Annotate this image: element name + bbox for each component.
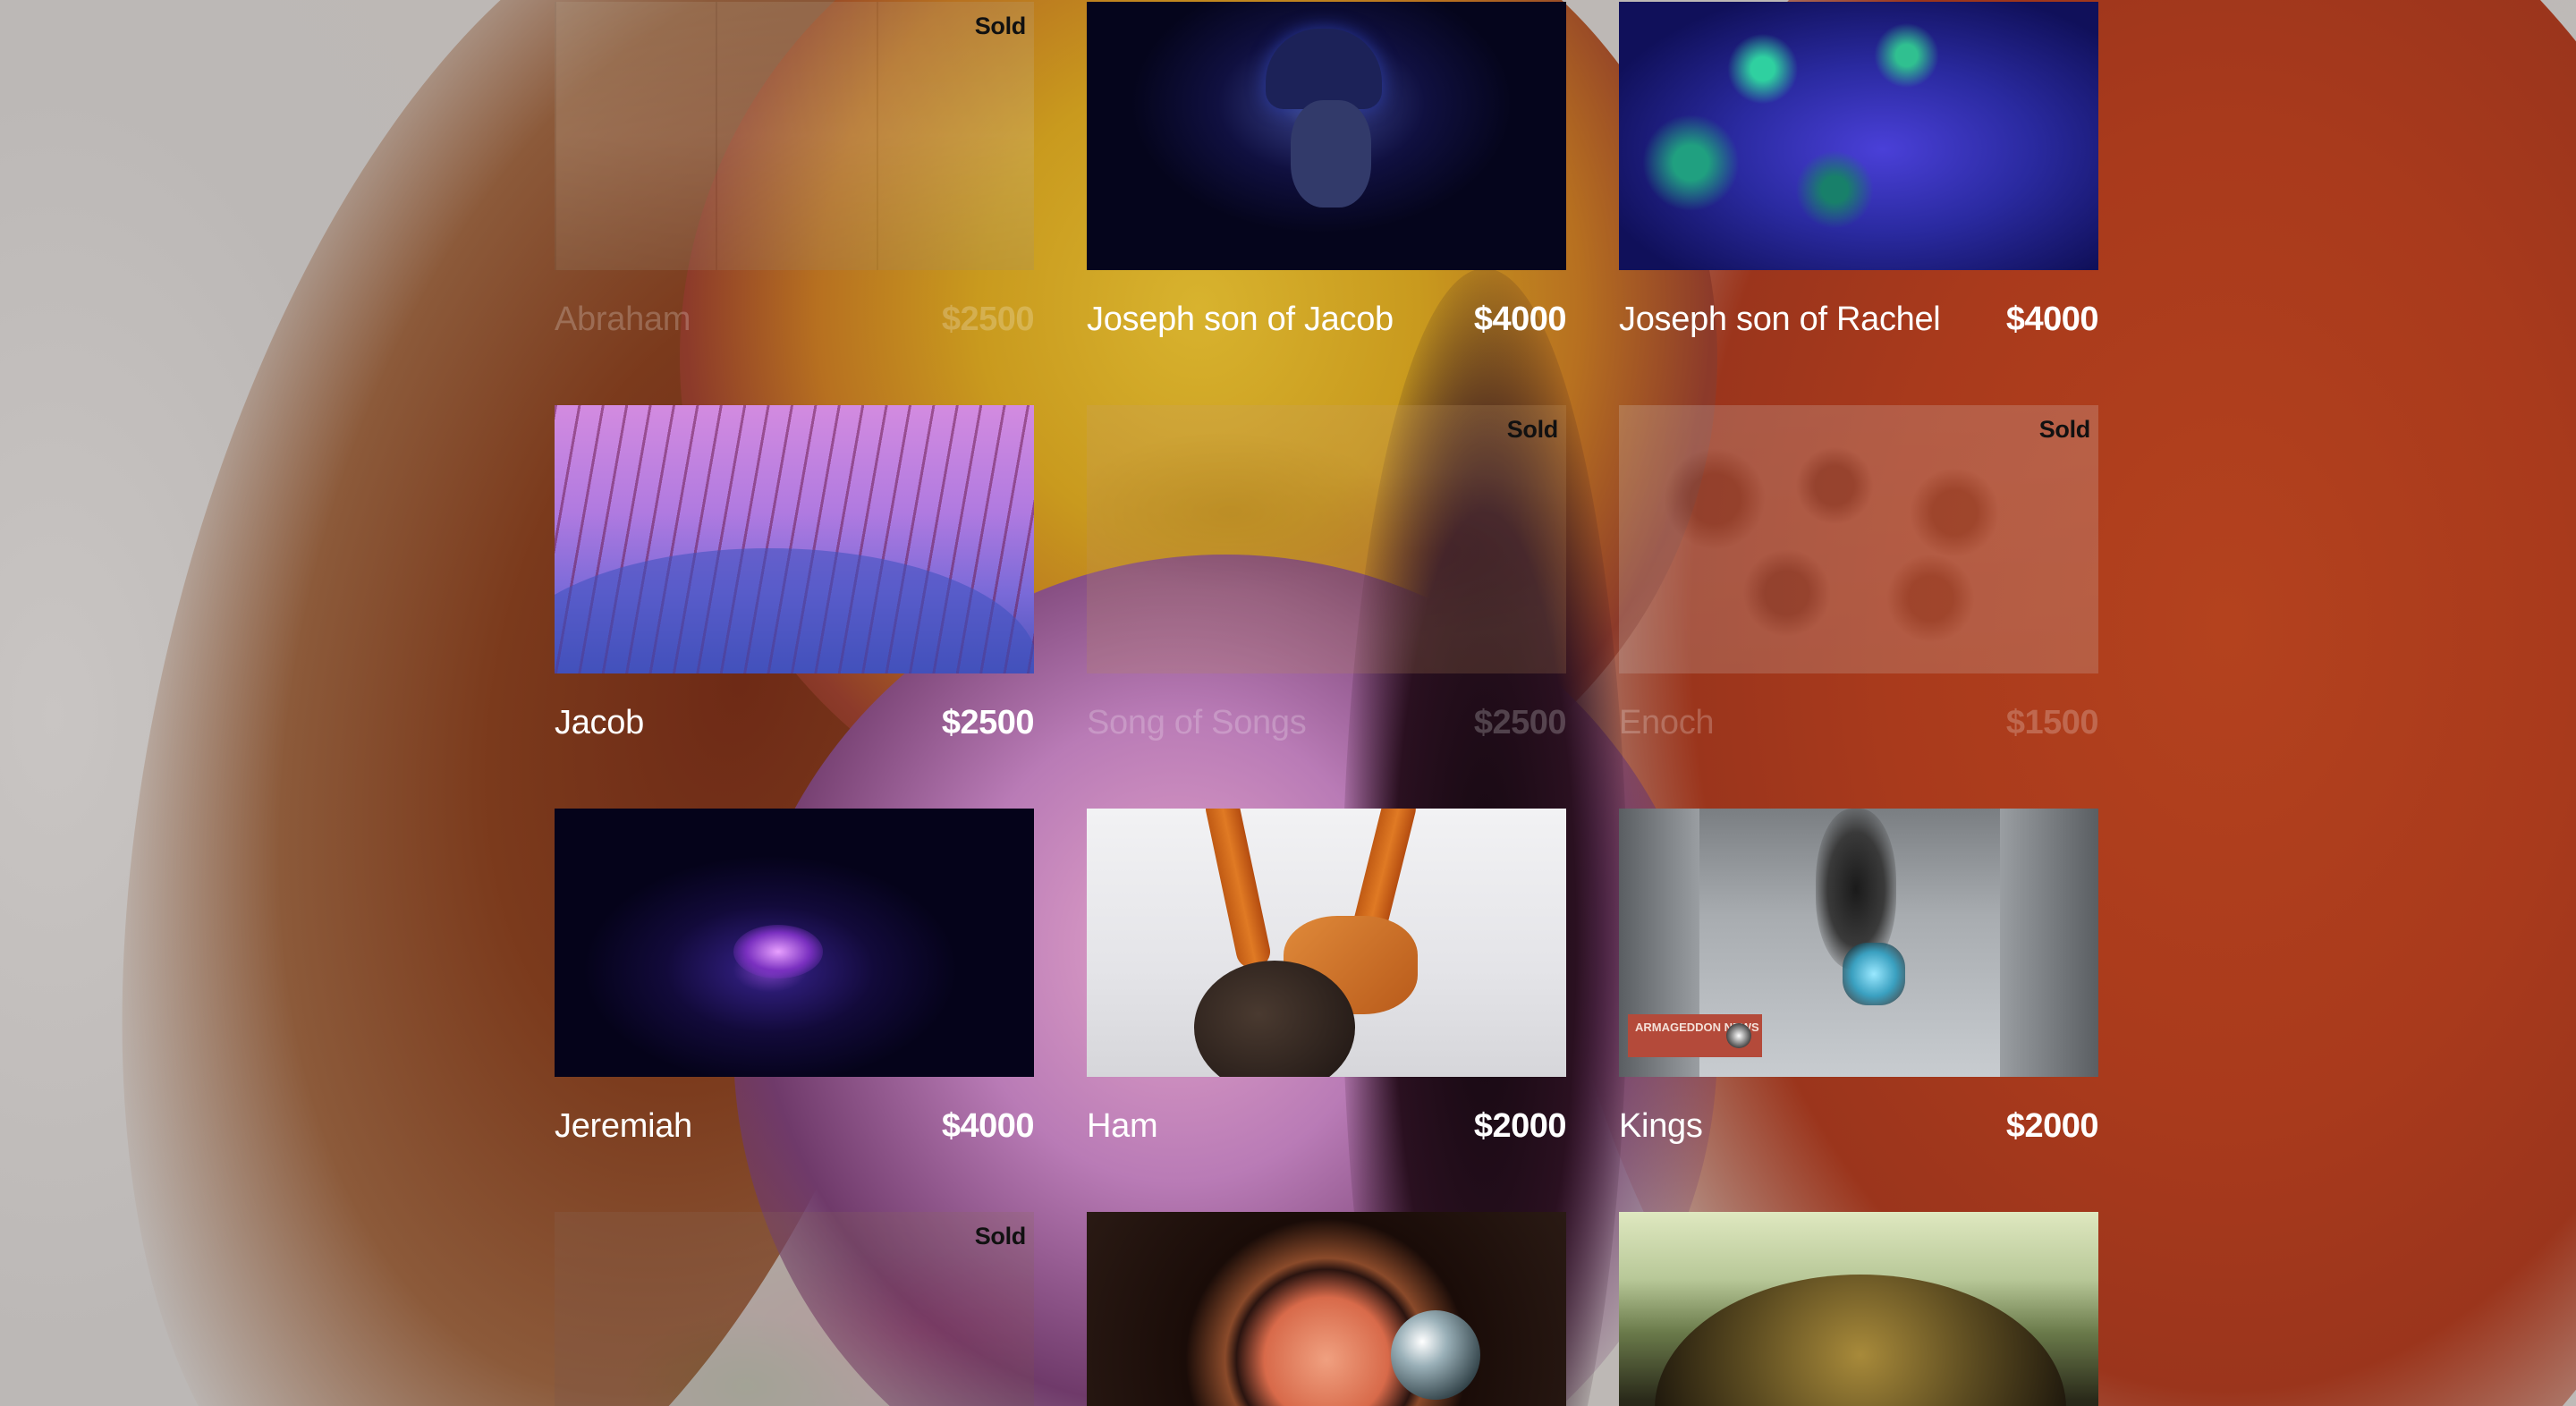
artwork-card-row4-3[interactable] — [1619, 1212, 2098, 1406]
artwork-grid: Sold Abraham $2500 Joseph son of Jacob $… — [555, 2, 2099, 1406]
artwork-info: Jacob $2500 — [555, 700, 1035, 745]
globe-icon — [1726, 1023, 1751, 1048]
sold-badge: Sold — [974, 1223, 1027, 1249]
sold-badge: Sold — [974, 13, 1027, 39]
artwork-thumbnail[interactable] — [1619, 2, 2098, 270]
artwork-title[interactable]: Song of Songs — [1087, 703, 1307, 741]
artwork-card-abraham[interactable]: Sold Abraham $2500 — [555, 2, 1035, 405]
artwork-card-ham[interactable]: Ham $2000 — [1087, 809, 1567, 1212]
artwork-thumbnail[interactable] — [1087, 1212, 1566, 1406]
artwork-price: $4000 — [941, 1106, 1035, 1145]
artwork-thumbnail[interactable] — [555, 1212, 1034, 1406]
artwork-thumbnail[interactable] — [1619, 405, 2098, 673]
artwork-price: $2500 — [941, 300, 1035, 338]
scene-fire — [1843, 943, 1905, 1005]
artwork-thumbnail[interactable]: ARMAGEDDON NEWS — [1619, 809, 2098, 1077]
artwork-card-kings[interactable]: ARMAGEDDON NEWS Kings $2000 — [1619, 809, 2099, 1212]
artwork-thumbnail[interactable] — [1087, 405, 1566, 673]
artwork-title[interactable]: Joseph son of Jacob — [1087, 300, 1394, 338]
artwork-title[interactable]: Kings — [1619, 1106, 1703, 1145]
artwork-title[interactable]: Enoch — [1619, 703, 1715, 741]
artwork-card-joseph-son-of-rachel[interactable]: Joseph son of Rachel $4000 — [1619, 2, 2099, 405]
artwork-thumbnail[interactable] — [555, 2, 1034, 270]
artwork-price: $4000 — [1473, 300, 1567, 338]
artwork-info: Song of Songs $2500 — [1087, 700, 1567, 745]
artwork-card-song-of-songs[interactable]: Sold Song of Songs $2500 — [1087, 405, 1567, 809]
artwork-info: Joseph son of Rachel $4000 — [1619, 297, 2099, 342]
artwork-info: Enoch $1500 — [1619, 700, 2099, 745]
artwork-card-enoch[interactable]: Sold Enoch $1500 — [1619, 405, 2099, 809]
artwork-title[interactable]: Ham — [1087, 1106, 1158, 1145]
artwork-thumbnail[interactable] — [555, 405, 1034, 673]
figure-head — [1194, 961, 1355, 1077]
artwork-card-joseph-son-of-jacob[interactable]: Joseph son of Jacob $4000 — [1087, 2, 1567, 405]
artwork-title[interactable]: Joseph son of Rachel — [1619, 300, 1941, 338]
artwork-info: Joseph son of Jacob $4000 — [1087, 297, 1567, 342]
scene-pillar — [2000, 809, 2098, 1077]
artwork-info: Jeremiah $4000 — [555, 1104, 1035, 1148]
artwork-price: $2000 — [1473, 1106, 1567, 1145]
figure-arm — [1202, 809, 1274, 971]
sold-badge: Sold — [2038, 416, 2091, 443]
artwork-info: Abraham $2500 — [555, 297, 1035, 342]
artwork-title[interactable]: Jacob — [555, 703, 644, 741]
artwork-price: $2500 — [1473, 703, 1567, 741]
artwork-price: $4000 — [2005, 300, 2099, 338]
artwork-price: $2000 — [2005, 1106, 2099, 1145]
artwork-price: $1500 — [2005, 703, 2099, 741]
artwork-title[interactable]: Jeremiah — [555, 1106, 692, 1145]
artwork-card-row4-1[interactable]: Sold — [555, 1212, 1034, 1406]
artwork-thumbnail[interactable] — [555, 809, 1034, 1077]
artwork-info: Kings $2000 — [1619, 1104, 2099, 1148]
artwork-thumbnail[interactable] — [1087, 809, 1566, 1077]
artwork-thumbnail[interactable] — [1087, 2, 1566, 270]
artwork-title[interactable]: Abraham — [555, 300, 691, 338]
artwork-card-row4-2[interactable] — [1087, 1212, 1566, 1406]
artwork-price: $2500 — [941, 703, 1035, 741]
artwork-thumbnail[interactable] — [1619, 1212, 2098, 1406]
artwork-card-jacob[interactable]: Jacob $2500 — [555, 405, 1035, 809]
artwork-info: Ham $2000 — [1087, 1104, 1567, 1148]
sold-badge: Sold — [1506, 416, 1559, 443]
artwork-card-jeremiah[interactable]: Jeremiah $4000 — [555, 809, 1035, 1212]
